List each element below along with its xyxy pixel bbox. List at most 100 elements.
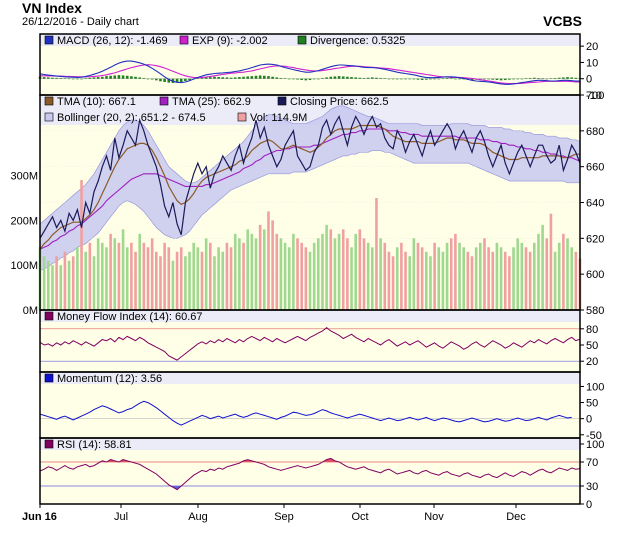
divergence-bar	[88, 77, 92, 79]
volume-bar	[341, 229, 345, 310]
divergence-bar	[449, 78, 453, 79]
volume-bar	[138, 233, 141, 310]
divergence-bar	[287, 78, 291, 80]
volume-bar	[470, 256, 474, 310]
legend-label-price: Vol: 114.9M	[250, 112, 307, 124]
legend-swatch-price	[44, 96, 54, 106]
divergence-bar	[150, 78, 154, 80]
volume-bar	[503, 251, 507, 310]
divergence-bar	[155, 78, 158, 81]
volume-bar	[179, 247, 183, 310]
volume-bar	[354, 233, 357, 310]
volume-bar	[63, 251, 67, 310]
legend-band-momentum	[40, 372, 580, 384]
divergence-bar	[333, 76, 337, 79]
legend-label-macd: EXP (9): -2.002	[192, 35, 268, 47]
volume-bar	[562, 233, 565, 310]
volume-bar	[109, 233, 112, 310]
volume-bar	[283, 242, 287, 310]
volume-bar	[42, 256, 46, 310]
divergence-bar	[242, 76, 245, 79]
divergence-bar	[225, 77, 229, 79]
divergence-bar	[142, 78, 146, 79]
legend-label-price: Closing Price: 662.5	[290, 96, 388, 108]
legend-swatch-mfi	[44, 311, 54, 321]
volume-bar	[217, 247, 220, 310]
volume-bar	[524, 247, 528, 310]
divergence-bar	[387, 78, 391, 80]
volume-bar	[292, 233, 295, 310]
divergence-bar	[279, 78, 283, 79]
volume-bar	[358, 229, 362, 310]
volume-bar	[117, 242, 121, 310]
volume-bar	[263, 229, 266, 310]
y-tick-label-momentum: 0	[586, 414, 592, 426]
divergence-bar	[503, 78, 507, 81]
volume-bar	[317, 238, 320, 310]
divergence-bar	[441, 78, 445, 79]
legend-swatch-macd	[44, 35, 54, 45]
volume-bar	[196, 247, 200, 310]
y-tick-label-momentum: -50	[586, 430, 602, 442]
legend-label-macd: Divergence: 0.5325	[310, 35, 405, 47]
divergence-bar	[196, 78, 200, 79]
divergence-bar	[520, 78, 524, 80]
divergence-bar	[541, 78, 544, 79]
divergence-bar	[42, 77, 46, 79]
volume-bar	[474, 247, 478, 310]
divergence-bar	[308, 78, 312, 81]
divergence-bar	[433, 78, 436, 80]
divergence-bar	[487, 78, 490, 80]
divergence-bar	[267, 76, 270, 79]
volume-bar	[387, 251, 391, 310]
volume-bar	[445, 242, 449, 310]
volume-bar	[499, 247, 503, 310]
volume-bar	[113, 238, 117, 310]
divergence-bar	[271, 76, 274, 79]
volume-bar	[371, 247, 374, 310]
divergence-bar	[117, 75, 121, 79]
volume-tick-label: 300M	[10, 171, 38, 183]
volume-bar	[200, 251, 204, 310]
volume-bar	[375, 198, 378, 310]
volume-bar	[325, 224, 328, 310]
x-tick-label: Jul	[114, 511, 128, 523]
divergence-bar	[47, 77, 50, 79]
volume-bar	[88, 242, 92, 310]
divergence-bar	[238, 77, 241, 79]
divergence-bar	[512, 78, 515, 80]
volume-tick-label: 200M	[10, 215, 38, 227]
divergence-bar	[213, 76, 216, 79]
divergence-bar	[134, 76, 137, 79]
divergence-bar	[358, 77, 362, 79]
divergence-bar	[354, 77, 357, 79]
volume-bar	[312, 242, 316, 310]
volume-bar	[533, 242, 536, 310]
divergence-bar	[400, 78, 403, 80]
divergence-bar	[371, 77, 374, 79]
exp-signal-line	[40, 64, 580, 85]
divergence-bar	[283, 78, 287, 79]
divergence-bar	[204, 77, 208, 79]
divergence-bar	[524, 78, 528, 79]
divergence-bar	[84, 78, 87, 79]
volume-bar	[125, 247, 129, 310]
divergence-bar	[51, 77, 54, 79]
divergence-bar	[379, 78, 382, 79]
divergence-bar	[80, 78, 83, 80]
legend-label-macd: MACD (26, 12): -1.469	[57, 35, 168, 47]
volume-bar	[150, 238, 154, 310]
volume-bar	[167, 247, 171, 310]
y-tick-label-rsi: 0	[586, 499, 592, 511]
legend-label-price: TMA (10): 667.1	[57, 96, 136, 108]
divergence-bar	[325, 77, 328, 79]
divergence-bar	[350, 77, 353, 79]
divergence-bar	[300, 78, 303, 81]
divergence-bar	[167, 78, 171, 83]
mfi-line	[39, 327, 581, 361]
volume-bar	[105, 247, 108, 310]
volume-bar	[412, 238, 416, 310]
divergence-bar	[366, 77, 370, 79]
volume-bar	[416, 242, 420, 310]
